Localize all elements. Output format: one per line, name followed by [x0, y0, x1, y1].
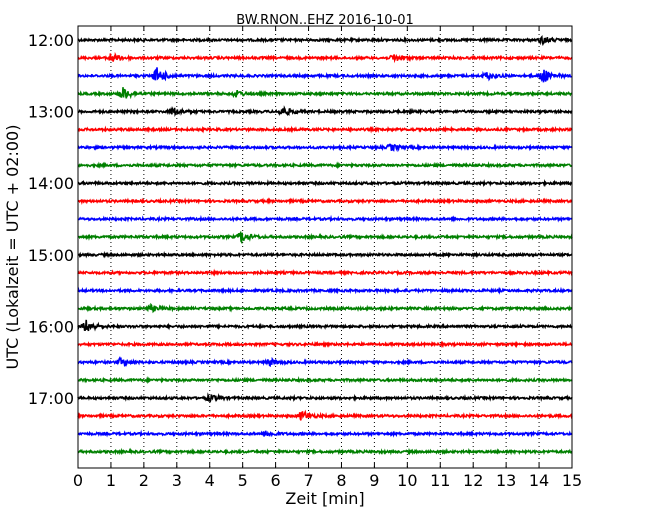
trace-group — [77, 34, 573, 456]
trace-1730 — [77, 429, 573, 438]
y-tick-label-5: 17:00 — [28, 389, 74, 408]
x-tick-label-11: 11 — [430, 471, 450, 490]
x-tick-label-14: 14 — [529, 471, 549, 490]
y-tick-labels: 12:00 13:00 14:00 15:00 16:00 17:00 — [28, 31, 74, 408]
trace-1530 — [77, 286, 573, 295]
trace-1430 — [77, 214, 573, 223]
trace-1515 — [77, 268, 573, 277]
y-tick-label-0: 12:00 — [28, 31, 74, 50]
plot-frame — [77, 25, 573, 469]
x-tick-label-2: 2 — [139, 471, 149, 490]
x-axis-title: Zeit [min] — [285, 489, 364, 508]
x-tick-label-6: 6 — [271, 471, 281, 490]
x-tick-label-3: 3 — [172, 471, 182, 490]
trace-1230 — [77, 67, 573, 83]
trace-1500 — [77, 250, 573, 259]
x-tick-label-4: 4 — [205, 471, 215, 490]
x-tick-label-9: 9 — [369, 471, 379, 490]
x-tick-label-5: 5 — [238, 471, 248, 490]
y-axis-title: UTC (Lokalzeit = UTC + 02:00) — [3, 125, 22, 370]
vertical-grid — [110, 26, 540, 468]
trace-1215 — [77, 51, 573, 64]
x-tick-label-7: 7 — [303, 471, 313, 490]
trace-1415 — [77, 197, 573, 206]
x-tick-label-1: 1 — [106, 471, 116, 490]
trace-1715 — [77, 409, 573, 421]
y-tick-label-4: 16:00 — [28, 317, 74, 336]
trace-1315 — [77, 125, 573, 134]
y-tick-label-2: 14:00 — [28, 174, 74, 193]
trace-1600 — [77, 319, 573, 332]
trace-1645 — [77, 375, 573, 385]
y-tick-label-1: 13:00 — [28, 103, 74, 122]
trace-1445 — [77, 230, 573, 245]
trace-1630 — [77, 355, 573, 368]
x-tick-labels: 0 1 2 3 4 5 6 7 8 9 10 11 12 13 14 15 — [73, 471, 582, 490]
x-tick-label-8: 8 — [336, 471, 346, 490]
trace-1330 — [77, 143, 573, 153]
x-tick-label-12: 12 — [463, 471, 483, 490]
x-tick-label-15: 15 — [562, 471, 582, 490]
trace-1615 — [77, 340, 573, 349]
trace-1345 — [77, 161, 573, 170]
trace-1245 — [77, 87, 573, 100]
trace-1700 — [77, 392, 573, 403]
axis-ticks — [77, 26, 573, 468]
trace-1545 — [77, 302, 573, 314]
x-tick-label-13: 13 — [496, 471, 516, 490]
x-tick-label-0: 0 — [73, 471, 83, 490]
trace-1300 — [77, 105, 573, 118]
x-tick-label-10: 10 — [397, 471, 417, 490]
chart-title: BW.RNON..EHZ 2016-10-01 — [236, 13, 414, 28]
trace-1745 — [77, 447, 573, 456]
trace-1200 — [77, 34, 573, 47]
trace-1400 — [77, 178, 573, 188]
y-tick-label-3: 15:00 — [28, 246, 74, 265]
